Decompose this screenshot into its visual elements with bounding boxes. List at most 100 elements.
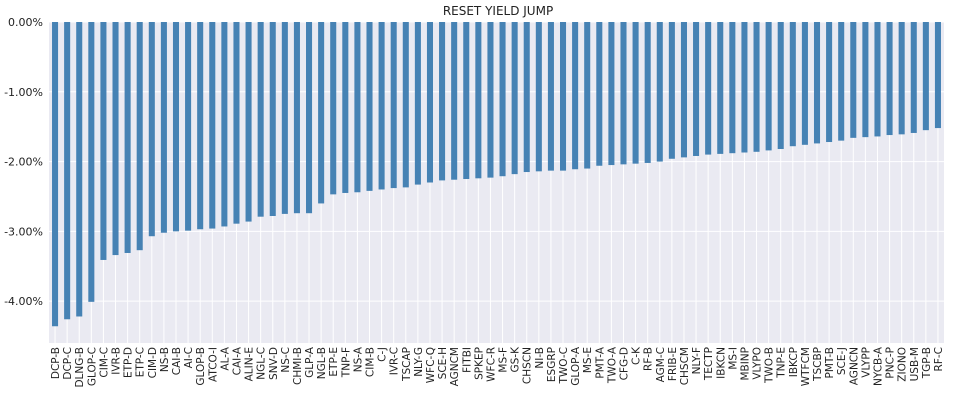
x-tick-label: CIM-D <box>147 347 159 378</box>
x-tick-label: VLYPO <box>752 347 764 380</box>
x-tick-label: CHSCN <box>522 347 534 384</box>
bar-ivr-c <box>390 22 397 189</box>
x-tick-label: RF-C <box>933 347 945 371</box>
x-tick-label: GLOP-A <box>570 346 582 386</box>
bar-ni-b <box>535 22 542 172</box>
bar-pnc-p <box>886 22 893 136</box>
y-axis-ticks: 0.00% -1.00% -2.00% -3.00% -4.00% <box>4 16 43 308</box>
x-tick-label: NLY-F <box>691 347 703 374</box>
bar-ms-i <box>729 22 736 154</box>
bar-frib-e <box>668 22 675 159</box>
bar-vlypp <box>862 22 869 138</box>
x-tick-label: SNV-D <box>268 347 280 380</box>
bar-nycb-a <box>874 22 881 137</box>
x-tick-label: DCP-C <box>62 347 74 380</box>
bar-nly-f <box>693 22 700 156</box>
bar-spkep <box>475 22 482 179</box>
bar-etp-d <box>124 22 131 253</box>
x-tick-label: MS-F <box>498 347 510 373</box>
x-tick-label: FRIB-E <box>667 347 679 381</box>
bar-wtfcm <box>801 22 808 145</box>
bar-ms-f <box>499 22 506 177</box>
x-tick-label: MBINP <box>739 347 751 381</box>
x-tick-label: PMT-A <box>594 346 606 378</box>
bar-agncm <box>451 22 458 180</box>
x-tick-label: NGL-B <box>316 347 328 379</box>
x-tick-label: TWO-A <box>606 346 618 384</box>
bar-tscbp <box>813 22 821 144</box>
x-tick-label: MS-I <box>727 347 739 370</box>
x-tick-label: NI-B <box>534 347 546 369</box>
x-tick-label: CHSCM <box>679 347 691 385</box>
bar-al-a <box>221 22 228 227</box>
x-tick-label: PNC-P <box>885 347 897 379</box>
bar-vlypo <box>753 22 760 152</box>
x-tick-label: ZIONO <box>897 347 909 382</box>
bar-ibkcp <box>789 22 796 147</box>
x-tick-label: AGNCM <box>449 347 461 386</box>
x-tick-label: NS-A <box>352 346 364 372</box>
bar-dcp-b <box>52 22 59 327</box>
x-tick-label: CAI-A <box>231 346 243 375</box>
x-tick-label: ATCO-I <box>207 347 219 382</box>
bar-tectp <box>705 22 712 155</box>
x-tick-label: WFC-Q <box>425 347 437 383</box>
x-tick-label: CAI-B <box>171 347 183 375</box>
x-tick-label: ALIN-E <box>244 347 256 381</box>
bar-ngl-b <box>318 22 325 204</box>
bar-ns-a <box>354 22 361 193</box>
bar-c-k <box>632 22 639 164</box>
x-tick-label: IBKCP <box>788 347 800 377</box>
bar-ngl-c <box>257 22 264 217</box>
bar-wfc-q <box>426 22 434 183</box>
bar-tscap <box>402 22 409 188</box>
x-tick-label: GLOP-B <box>195 347 207 386</box>
chart-title: RESET YIELD JUMP <box>443 4 553 18</box>
x-tick-label: GLOP-C <box>86 347 98 386</box>
x-tick-label: SPKEP <box>473 347 485 380</box>
y-tick-label: -1.00% <box>4 86 43 99</box>
x-tick-label: AL-A <box>219 346 231 370</box>
x-tick-label: TWO-C <box>558 347 570 384</box>
bar-glop-c <box>88 22 95 302</box>
x-tick-label: C-J <box>377 347 389 362</box>
bar-ziono <box>898 22 905 135</box>
bar-cim-c <box>100 22 107 260</box>
x-tick-label: NS-C <box>280 347 292 373</box>
bar-tnp-e <box>777 22 784 150</box>
x-tick-label: AI-C <box>183 347 195 368</box>
bar-snv-d <box>269 22 276 216</box>
bar-chscm <box>680 22 687 158</box>
bar-c-j <box>378 22 385 190</box>
x-tick-label: ESGRP <box>546 347 558 382</box>
bar-glop-a <box>572 22 579 170</box>
bar-rf-c <box>934 22 941 129</box>
y-tick-label: 0.00% <box>8 16 43 29</box>
x-tick-label: VLYPP <box>860 347 872 378</box>
x-tick-label: ETP-D <box>123 347 135 378</box>
y-tick-label: -4.00% <box>4 295 43 308</box>
bar-ns-b <box>160 22 167 233</box>
x-tick-label: CHMI-B <box>292 347 304 385</box>
bar-pmt-b <box>826 22 833 143</box>
x-tick-label: TNP-E <box>776 347 788 379</box>
bars <box>52 22 941 327</box>
x-tick-label: ETP-E <box>328 347 340 377</box>
bar-cai-b <box>172 22 180 232</box>
bar-tgp-b <box>922 22 929 131</box>
x-tick-label: IBKCN <box>715 347 727 379</box>
bar-fitbi <box>463 22 470 180</box>
x-tick-label: DCP-B <box>50 347 62 379</box>
x-tick-label: FITBI <box>461 347 473 373</box>
x-tick-label: USB-M <box>909 347 921 381</box>
bar-pmt-a <box>596 22 603 166</box>
bar-wfc-r <box>487 22 494 178</box>
bar-glp-a <box>306 22 313 214</box>
bar-alin-e <box>245 22 252 222</box>
bar-two-b <box>765 22 772 151</box>
bar-cim-d <box>148 22 155 237</box>
x-tick-label: DLNG-B <box>74 347 86 388</box>
bar-agncn <box>850 22 857 138</box>
bar-cfg-d <box>620 22 627 165</box>
